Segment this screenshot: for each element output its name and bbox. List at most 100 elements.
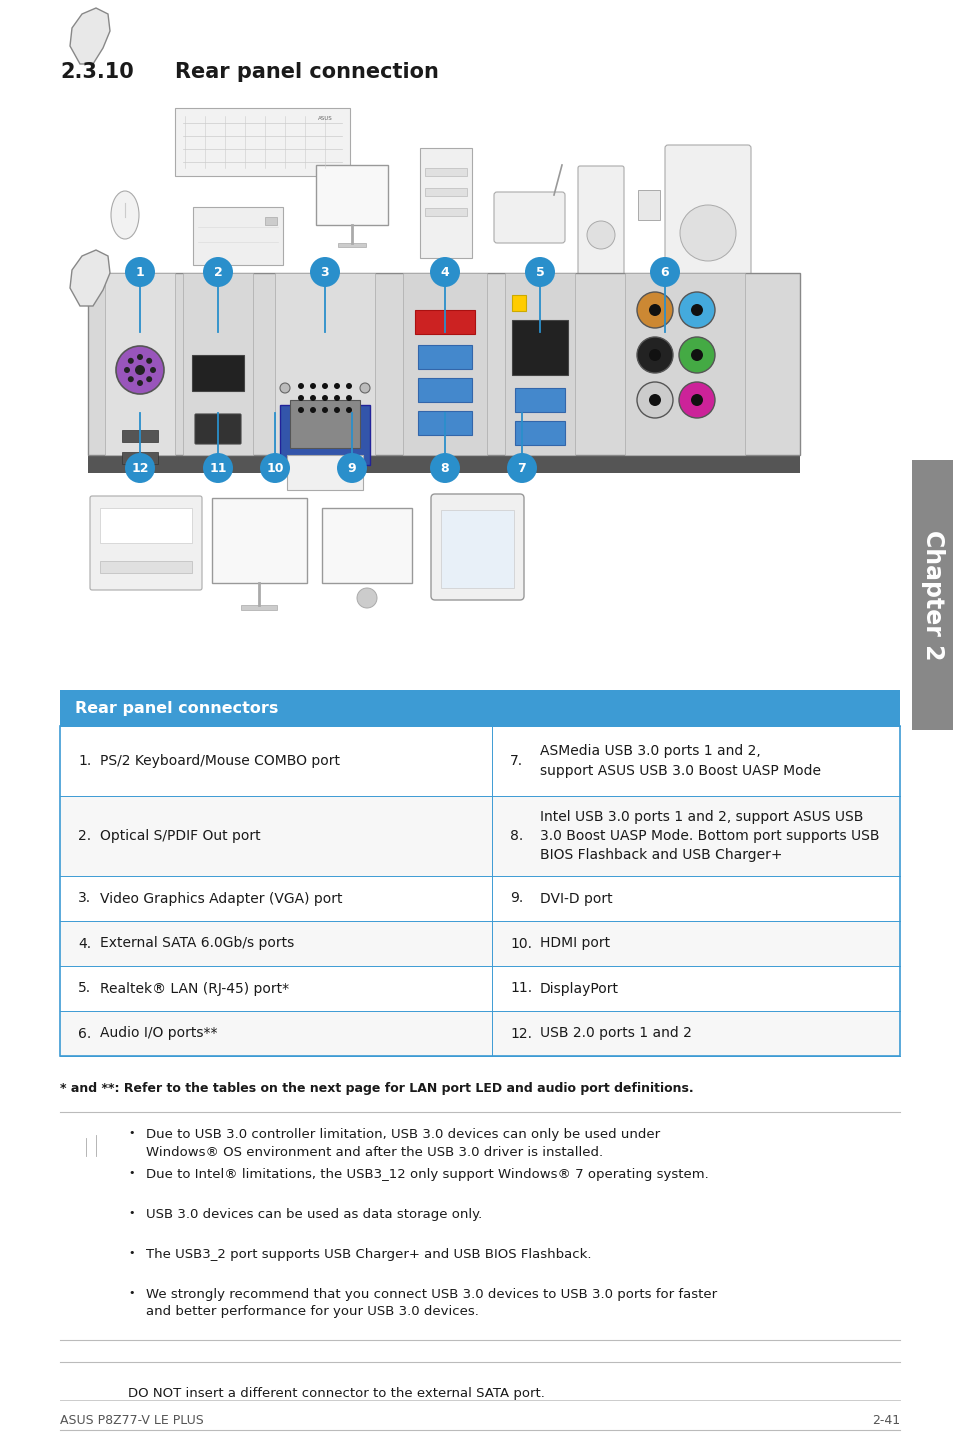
Bar: [417, 378, 472, 403]
Circle shape: [125, 453, 154, 483]
Text: PS/2 Keyboard/Mouse COMBO port: PS/2 Keyboard/Mouse COMBO port: [100, 754, 339, 768]
Circle shape: [334, 407, 339, 413]
Circle shape: [203, 257, 233, 288]
Bar: [100, 508, 192, 544]
Bar: [241, 605, 276, 610]
Circle shape: [336, 453, 367, 483]
Text: 5: 5: [535, 266, 544, 279]
Circle shape: [346, 383, 352, 390]
Text: Intel USB 3.0 ports 1 and 2, support ASUS USB
3.0 Boost UASP Mode. Bottom port s: Intel USB 3.0 ports 1 and 2, support ASU…: [539, 810, 879, 863]
FancyBboxPatch shape: [90, 496, 202, 590]
Circle shape: [506, 453, 537, 483]
Text: The USB3_2 port supports USB Charger+ and USB BIOS Flashback.: The USB3_2 port supports USB Charger+ an…: [146, 1248, 591, 1261]
Bar: [417, 411, 472, 436]
FancyBboxPatch shape: [494, 193, 564, 243]
Circle shape: [690, 394, 702, 406]
Bar: [287, 454, 363, 490]
Bar: [60, 876, 899, 920]
Bar: [315, 165, 388, 224]
Text: * and **: Refer to the tables on the next page for LAN port LED and audio port d: * and **: Refer to the tables on the nex…: [60, 1081, 693, 1094]
Text: Optical S/PDIF Out port: Optical S/PDIF Out port: [100, 828, 260, 843]
Bar: [60, 726, 899, 797]
Text: 9: 9: [347, 462, 355, 475]
Circle shape: [690, 349, 702, 361]
Text: ASMedia USB 3.0 ports 1 and 2,
support ASUS USB 3.0 Boost UASP Mode: ASMedia USB 3.0 ports 1 and 2, support A…: [539, 745, 821, 778]
Text: Video Graphics Adapter (VGA) port: Video Graphics Adapter (VGA) port: [100, 892, 342, 906]
Circle shape: [137, 354, 143, 360]
Bar: [624, 273, 744, 454]
Bar: [274, 273, 375, 454]
Circle shape: [146, 377, 152, 383]
Bar: [290, 400, 359, 449]
Text: 12.: 12.: [510, 1027, 532, 1041]
Text: HDMI port: HDMI port: [539, 936, 610, 951]
Circle shape: [128, 358, 133, 364]
Circle shape: [310, 395, 315, 401]
FancyBboxPatch shape: [431, 495, 523, 600]
Bar: [193, 207, 283, 265]
Bar: [60, 797, 899, 876]
Bar: [174, 108, 350, 175]
Circle shape: [128, 358, 133, 364]
Circle shape: [150, 367, 156, 372]
Circle shape: [334, 395, 339, 401]
Bar: [424, 188, 467, 196]
Bar: [122, 430, 158, 441]
Bar: [60, 1011, 899, 1055]
Text: •: •: [128, 1288, 134, 1299]
Circle shape: [297, 407, 304, 413]
Text: Rear panel connection: Rear panel connection: [174, 62, 438, 82]
Text: 11.: 11.: [510, 982, 532, 995]
Text: 4: 4: [440, 266, 449, 279]
Circle shape: [116, 347, 164, 394]
Circle shape: [310, 257, 339, 288]
Circle shape: [524, 257, 555, 288]
Bar: [504, 273, 575, 454]
Bar: [638, 190, 659, 220]
Circle shape: [346, 395, 352, 401]
Bar: [337, 243, 366, 247]
Text: •: •: [128, 1168, 134, 1178]
Circle shape: [679, 292, 714, 328]
Text: Due to Intel® limitations, the USB3_12 only support Windows® 7 operating system.: Due to Intel® limitations, the USB3_12 o…: [146, 1168, 708, 1181]
Circle shape: [637, 336, 672, 372]
Circle shape: [322, 407, 328, 413]
Circle shape: [648, 349, 660, 361]
FancyBboxPatch shape: [578, 165, 623, 275]
Text: 2-41: 2-41: [871, 1414, 899, 1426]
Circle shape: [310, 383, 315, 390]
Text: 8.: 8.: [510, 828, 522, 843]
Bar: [512, 295, 525, 311]
Text: Realtek® LAN (RJ-45) port*: Realtek® LAN (RJ-45) port*: [100, 982, 289, 995]
Circle shape: [310, 407, 315, 413]
Circle shape: [322, 383, 328, 390]
Text: 2: 2: [213, 266, 222, 279]
Text: •: •: [128, 1127, 134, 1137]
Text: DO NOT insert a different connector to the external SATA port.: DO NOT insert a different connector to t…: [128, 1388, 544, 1401]
Bar: [122, 452, 158, 464]
Bar: [415, 311, 475, 334]
Polygon shape: [70, 9, 110, 65]
Circle shape: [146, 377, 152, 383]
FancyBboxPatch shape: [194, 414, 241, 444]
Text: DVI-D port: DVI-D port: [539, 892, 612, 906]
Text: 10.: 10.: [510, 936, 532, 951]
Circle shape: [297, 383, 304, 390]
Text: DisplayPort: DisplayPort: [539, 982, 618, 995]
Text: 3: 3: [320, 266, 329, 279]
Text: 11: 11: [209, 462, 227, 475]
Circle shape: [430, 453, 459, 483]
Circle shape: [359, 383, 370, 393]
Circle shape: [128, 377, 133, 383]
Ellipse shape: [111, 191, 139, 239]
Text: 2.: 2.: [78, 828, 91, 843]
Circle shape: [125, 257, 154, 288]
Text: 2.3.10: 2.3.10: [60, 62, 133, 82]
Bar: [515, 421, 564, 444]
Bar: [60, 690, 899, 726]
Circle shape: [150, 367, 156, 372]
Bar: [105, 273, 174, 454]
Polygon shape: [70, 250, 110, 306]
FancyBboxPatch shape: [664, 145, 750, 290]
Bar: [60, 726, 899, 1055]
